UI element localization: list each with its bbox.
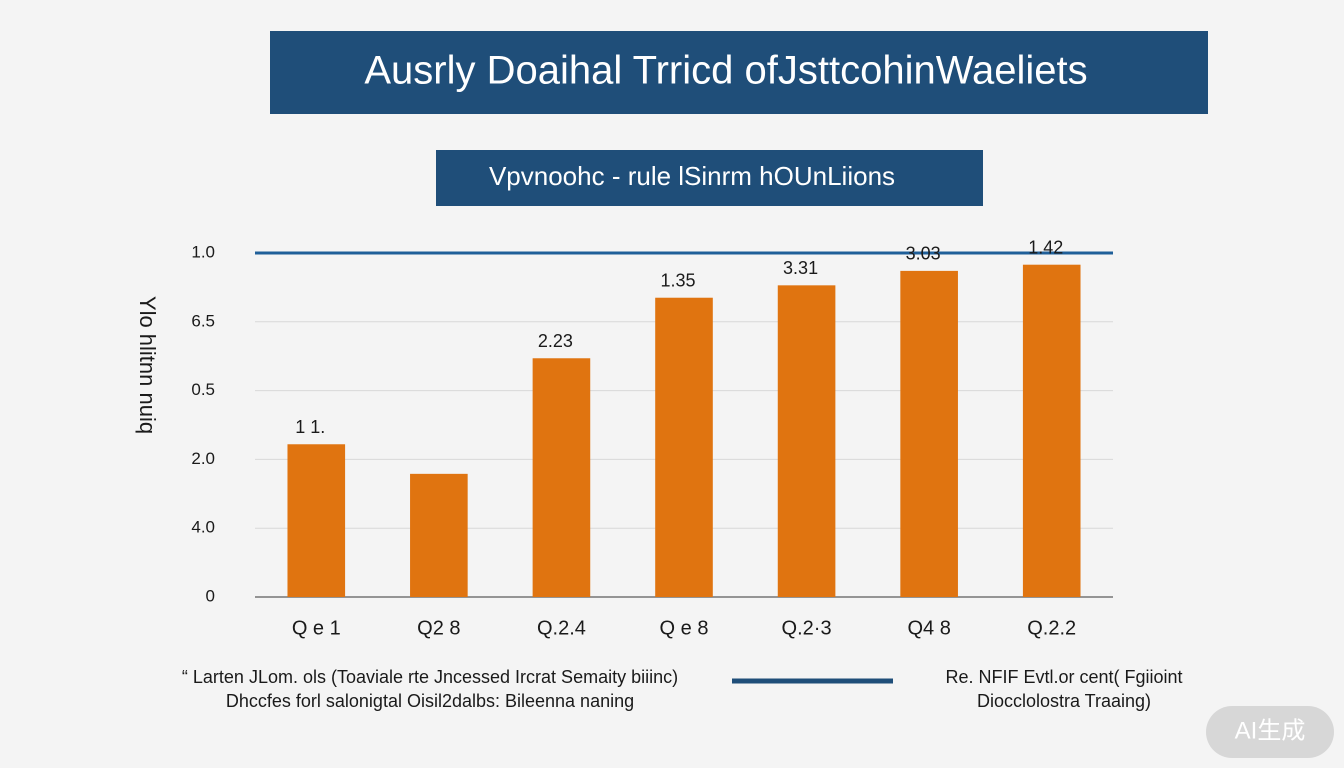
bar (532, 358, 591, 597)
bar (287, 444, 346, 597)
watermark-badge (1206, 706, 1334, 758)
x-tick-label: Q e 8 (660, 617, 709, 639)
bar-label: 2.23 (538, 331, 573, 351)
bar-label: 1.42 (1028, 237, 1063, 257)
y-tick-label: 0 (206, 586, 215, 605)
x-tick-label: Q.2.2 (1027, 617, 1076, 639)
chart-title: Ausrly Doaihal Trricd ofJsttcohinWaeliet… (364, 49, 1087, 93)
title-banner (270, 31, 1208, 114)
x-tick-label: Q2 8 (417, 617, 460, 639)
subtitle-banner (436, 150, 983, 206)
bar (410, 473, 468, 597)
bar (777, 285, 836, 597)
y-tick-label: 2.0 (191, 449, 215, 468)
chart-subtitle: Vpvnoohc - rule lSinrm hOUnLiions (489, 161, 895, 191)
x-tick-label: Q.2·3 (782, 617, 832, 639)
x-tick-label: Q4 8 (907, 617, 950, 639)
bar (900, 270, 958, 597)
x-tick-label: Q.2.4 (537, 617, 586, 639)
footnote-left: “ Larten JLom. ols (Toaviale rte Jncesse… (182, 667, 678, 687)
bar-label: 1.35 (660, 270, 695, 290)
y-axis-label: Ylo hlitnn nuiq (135, 296, 160, 434)
bar (1022, 264, 1081, 597)
footnote-right: Diocclolostra Traaing) (977, 691, 1151, 711)
y-tick-label: 4.0 (191, 518, 215, 537)
footnote-right: Re. NFIF Evtl.or cent( Fgiioint (945, 667, 1182, 687)
bar-label: 1 1. (295, 417, 325, 437)
watermark: AI生成 (1235, 717, 1306, 744)
x-tick-label: Q e 1 (292, 617, 341, 639)
bar-label: 3.03 (906, 244, 941, 264)
y-tick-label: 1.0 (191, 242, 215, 261)
y-tick-label: 6.5 (191, 311, 215, 330)
bar-label: 3.31 (783, 258, 818, 278)
bar (655, 297, 713, 597)
footnote-left: Dhccfes forl salonigtal Oisil2dalbs: Bil… (226, 691, 634, 711)
y-tick-label: 0.5 (191, 380, 215, 399)
